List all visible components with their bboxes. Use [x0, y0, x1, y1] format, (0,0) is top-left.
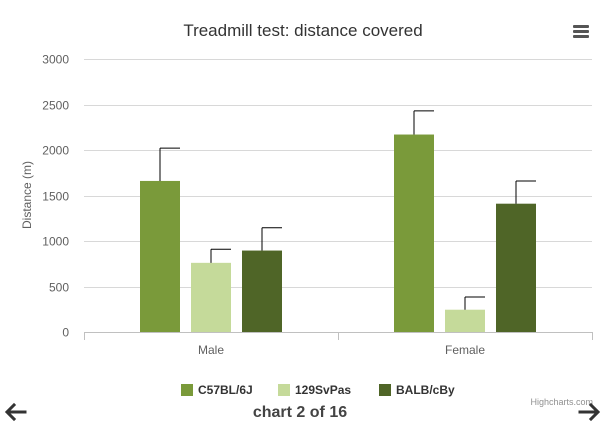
y-tick-label: 1000: [42, 235, 69, 249]
arrow-right-icon[interactable]: [578, 400, 601, 424]
chart-counter: chart 2 of 16: [252, 404, 348, 421]
legend-swatch: [379, 384, 391, 396]
error-bars: [159, 110, 536, 310]
x-tick-label: Female: [445, 343, 485, 357]
hamburger-menu-icon[interactable]: [569, 22, 591, 42]
bar[interactable]: [445, 309, 485, 332]
legend-item[interactable]: C57BL/6J: [181, 383, 253, 397]
chart-title: Treadmill test: distance covered: [183, 21, 422, 40]
bar[interactable]: [191, 262, 231, 332]
bar[interactable]: [394, 134, 434, 332]
legend-swatch: [181, 384, 193, 396]
legend-label: BALB/cBy: [396, 383, 455, 397]
credits-link[interactable]: Highcharts.com: [530, 397, 593, 407]
y-tick-label: 500: [49, 281, 69, 295]
y-tick-label: 2000: [42, 144, 69, 158]
y-tick-label: 1500: [42, 190, 69, 204]
bar[interactable]: [140, 180, 180, 332]
legend: C57BL/6J 129SvPas BALB/cBy: [181, 383, 455, 397]
y-tick-label: 0: [62, 326, 69, 340]
arrow-left-icon[interactable]: [3, 400, 27, 424]
y-tick-label: 3000: [42, 53, 69, 67]
y-tick-label: 2500: [42, 99, 69, 113]
legend-item[interactable]: 129SvPas: [278, 383, 351, 397]
legend-label: 129SvPas: [295, 383, 351, 397]
bar[interactable]: [242, 250, 282, 332]
legend-swatch: [278, 384, 290, 396]
x-tick-label: Male: [198, 343, 224, 357]
legend-label: C57BL/6J: [198, 383, 253, 397]
bars: [140, 134, 536, 332]
y-axis-title: Distance (m): [20, 161, 34, 229]
x-axis: Male Female: [84, 332, 593, 357]
bar[interactable]: [496, 203, 536, 332]
legend-item[interactable]: BALB/cBy: [379, 383, 455, 397]
y-axis-ticks: 0 500 1000 1500 2000 2500 3000: [42, 53, 69, 340]
